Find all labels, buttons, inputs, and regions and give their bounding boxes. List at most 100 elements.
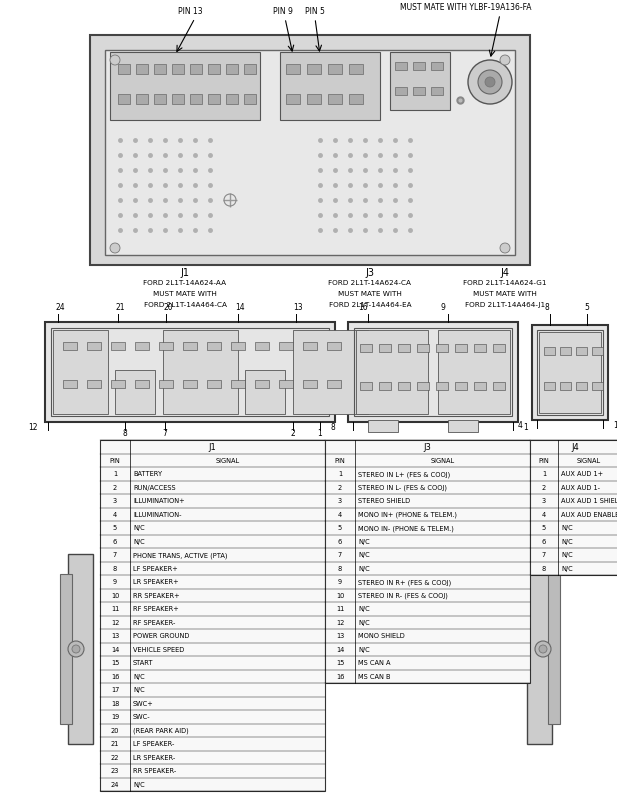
- Text: 19: 19: [111, 714, 119, 721]
- Text: POWER GROUND: POWER GROUND: [133, 634, 189, 639]
- Bar: [360, 382, 372, 390]
- Bar: [417, 344, 429, 352]
- Text: N/C: N/C: [358, 647, 370, 653]
- Bar: [172, 94, 184, 104]
- Text: ILLUMINATION-: ILLUMINATION-: [133, 512, 181, 518]
- Text: 24: 24: [55, 304, 65, 312]
- Text: 20: 20: [110, 728, 119, 734]
- Bar: [413, 87, 425, 95]
- Bar: [436, 382, 448, 390]
- Text: J4: J4: [571, 443, 579, 452]
- Bar: [398, 344, 410, 352]
- Text: RF SPEAKER-: RF SPEAKER-: [133, 620, 175, 626]
- Text: 1: 1: [614, 420, 617, 430]
- Text: 1: 1: [542, 471, 546, 478]
- Text: 18: 18: [111, 701, 119, 707]
- Bar: [159, 380, 173, 388]
- Text: J1: J1: [209, 443, 217, 452]
- Text: 22: 22: [110, 755, 119, 761]
- Bar: [136, 94, 148, 104]
- Bar: [325, 440, 530, 683]
- Text: 9: 9: [441, 304, 445, 312]
- Text: N/C: N/C: [133, 782, 145, 788]
- Bar: [390, 52, 450, 110]
- Text: 8: 8: [123, 430, 127, 439]
- Text: FORD 2L1T-14A624-G1: FORD 2L1T-14A624-G1: [463, 280, 547, 286]
- Text: AUX AUD 1-: AUX AUD 1-: [561, 485, 600, 491]
- Bar: [110, 52, 260, 120]
- Text: 12: 12: [336, 620, 344, 626]
- Bar: [231, 342, 245, 350]
- Bar: [303, 342, 317, 350]
- Bar: [207, 380, 221, 388]
- Text: STEREO IN R- (FES & COOJ): STEREO IN R- (FES & COOJ): [358, 593, 448, 599]
- Bar: [244, 64, 256, 74]
- Bar: [532, 325, 608, 420]
- Text: MS CAN B: MS CAN B: [358, 674, 391, 680]
- Bar: [349, 94, 363, 104]
- Circle shape: [500, 55, 510, 65]
- Text: MS CAN A: MS CAN A: [358, 661, 391, 666]
- Bar: [438, 330, 510, 414]
- Bar: [111, 342, 125, 350]
- Bar: [118, 64, 130, 74]
- Bar: [560, 347, 571, 355]
- Text: 2: 2: [542, 485, 546, 491]
- Text: N/C: N/C: [561, 539, 573, 545]
- Bar: [115, 370, 155, 414]
- Text: PIN 5: PIN 5: [305, 7, 325, 17]
- Text: 6: 6: [338, 539, 342, 545]
- Bar: [226, 64, 238, 74]
- Text: SIGNAL: SIGNAL: [215, 458, 239, 464]
- Text: 15: 15: [336, 661, 344, 666]
- Text: 2: 2: [113, 485, 117, 491]
- Bar: [51, 328, 329, 416]
- Text: 14: 14: [235, 304, 244, 312]
- Text: N/C: N/C: [133, 687, 145, 694]
- Text: 7: 7: [113, 552, 117, 559]
- Text: 8: 8: [113, 566, 117, 572]
- Text: N/C: N/C: [358, 552, 370, 559]
- Text: START: START: [133, 661, 154, 666]
- Bar: [190, 64, 202, 74]
- Bar: [226, 94, 238, 104]
- Bar: [286, 94, 300, 104]
- Text: MUST MATE WITH: MUST MATE WITH: [473, 291, 537, 297]
- Text: N/C: N/C: [133, 526, 145, 531]
- Text: 8: 8: [542, 566, 546, 572]
- Text: LR SPEAKER+: LR SPEAKER+: [133, 579, 179, 586]
- Bar: [395, 62, 407, 70]
- Bar: [354, 328, 512, 416]
- Bar: [544, 382, 555, 390]
- Bar: [293, 330, 368, 414]
- Bar: [159, 342, 173, 350]
- Circle shape: [539, 645, 547, 653]
- Text: STEREO IN R+ (FES & COOJ): STEREO IN R+ (FES & COOJ): [358, 579, 451, 586]
- Bar: [548, 574, 560, 724]
- Text: PIN 9: PIN 9: [273, 7, 293, 17]
- Text: 10: 10: [336, 593, 344, 599]
- Bar: [135, 380, 149, 388]
- Text: 8: 8: [338, 566, 342, 572]
- Text: 5: 5: [584, 304, 589, 312]
- Text: MONO IN- (PHONE & TELEM.): MONO IN- (PHONE & TELEM.): [358, 525, 454, 531]
- Text: VEHICLE SPEED: VEHICLE SPEED: [133, 647, 184, 653]
- Bar: [53, 330, 108, 414]
- Text: 9: 9: [113, 579, 117, 586]
- Bar: [255, 380, 269, 388]
- Bar: [183, 380, 197, 388]
- Bar: [560, 382, 571, 390]
- Bar: [208, 94, 220, 104]
- Bar: [280, 52, 380, 120]
- Text: FORD 2L1T-14A464-J1: FORD 2L1T-14A464-J1: [465, 302, 545, 308]
- Text: 9: 9: [338, 579, 342, 586]
- Bar: [398, 382, 410, 390]
- Text: 10: 10: [111, 593, 119, 599]
- Text: (REAR PARK AID): (REAR PARK AID): [133, 728, 189, 734]
- Bar: [118, 94, 130, 104]
- Text: RR SPEAKER+: RR SPEAKER+: [133, 593, 180, 599]
- Text: SWC+: SWC+: [133, 701, 154, 707]
- Text: 12: 12: [111, 620, 119, 626]
- Text: 3: 3: [113, 499, 117, 504]
- Text: LR SPEAKER-: LR SPEAKER-: [133, 755, 175, 761]
